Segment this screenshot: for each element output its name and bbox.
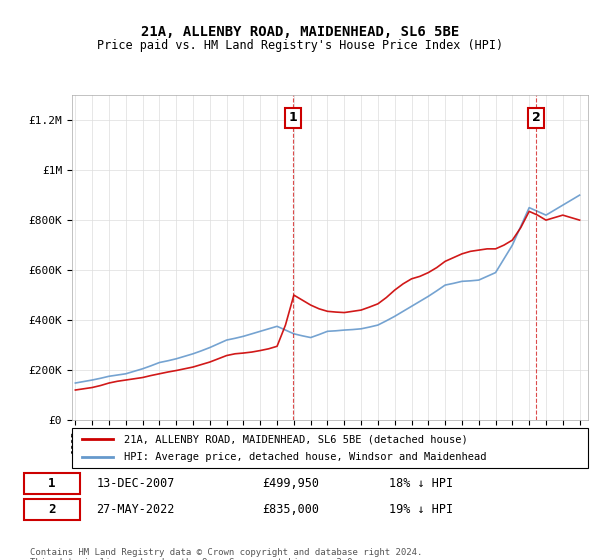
Text: Contains HM Land Registry data © Crown copyright and database right 2024.
This d: Contains HM Land Registry data © Crown c… (30, 548, 422, 560)
Text: 2: 2 (49, 503, 56, 516)
Text: 2: 2 (532, 111, 540, 124)
Text: 18% ↓ HPI: 18% ↓ HPI (389, 477, 453, 490)
FancyBboxPatch shape (25, 473, 80, 494)
FancyBboxPatch shape (25, 499, 80, 520)
Text: Price paid vs. HM Land Registry's House Price Index (HPI): Price paid vs. HM Land Registry's House … (97, 39, 503, 52)
Text: £499,950: £499,950 (262, 477, 319, 490)
Text: 1: 1 (289, 111, 298, 124)
Text: 19% ↓ HPI: 19% ↓ HPI (389, 503, 453, 516)
Text: 13-DEC-2007: 13-DEC-2007 (96, 477, 175, 490)
Text: HPI: Average price, detached house, Windsor and Maidenhead: HPI: Average price, detached house, Wind… (124, 451, 486, 461)
FancyBboxPatch shape (72, 428, 588, 468)
Text: 21A, ALLENBY ROAD, MAIDENHEAD, SL6 5BE: 21A, ALLENBY ROAD, MAIDENHEAD, SL6 5BE (141, 25, 459, 39)
Text: 27-MAY-2022: 27-MAY-2022 (96, 503, 175, 516)
Text: 1: 1 (49, 477, 56, 490)
Text: 21A, ALLENBY ROAD, MAIDENHEAD, SL6 5BE (detached house): 21A, ALLENBY ROAD, MAIDENHEAD, SL6 5BE (… (124, 435, 467, 445)
Text: £835,000: £835,000 (262, 503, 319, 516)
